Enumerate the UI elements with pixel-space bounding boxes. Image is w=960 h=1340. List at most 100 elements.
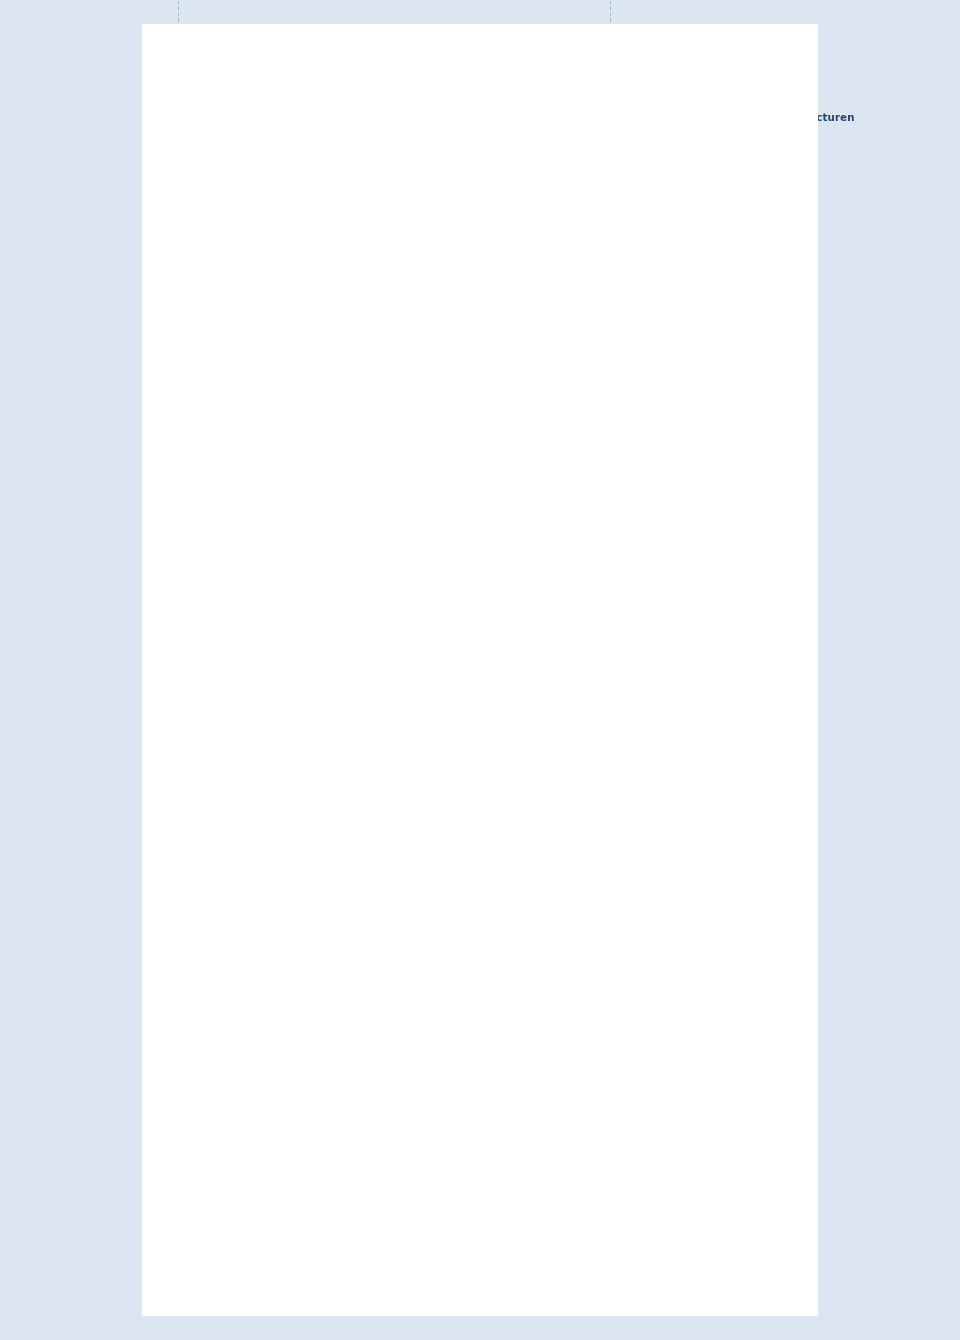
Text: deposito’s die we als vertrekpunt namen, komt de: deposito’s die we als vertrekpunt namen,… xyxy=(142,641,393,651)
Text: 0.47: 0.47 xyxy=(734,234,757,245)
Text: Standaarddeviatie
réële yield-
veranderingen: Standaarddeviatie réële yield- veranderi… xyxy=(456,151,544,182)
Text: van een traditionele portefeuille in, maar lang niet zo: van een traditionele portefeuille in, ma… xyxy=(142,740,410,750)
Text: de mate van suboptimaliteit, in termen van het extra: de mate van suboptimaliteit, in termen v… xyxy=(487,740,753,750)
Text: Zakelijke waarden risico: Zakelijke waarden risico xyxy=(632,832,749,843)
Text: bieden voor inflatierisico, dat een essentieel element: bieden voor inflatierisico, dat een esse… xyxy=(142,582,409,591)
Text: 17: 17 xyxy=(472,1286,488,1298)
Text: van een σreal / σnom verhouding van 0.6 en een corre-: van een σreal / σnom verhouding van 0.6 … xyxy=(142,442,419,452)
Text: 5/1998 – 7/2004: 5/1998 – 7/2004 xyxy=(369,311,453,322)
Text: Ervan uitgaande dat de oorspronkelijk veronderstel-: Ervan uitgaande dat de oorspronkelijk ve… xyxy=(142,382,402,391)
Text: ongeveer halve matching optimaal is uitgaande van: ongeveer halve matching optimaal is uitg… xyxy=(487,600,748,611)
Text: maal vanuit het oogpunt van de solvabiliteitstoets,: maal vanuit het oogpunt van de solvabili… xyxy=(487,661,741,670)
Text: ge matching van het nominale renterisico is opti-: ge matching van het nominale renterisico… xyxy=(487,641,733,651)
Text: 0.53%: 0.53% xyxy=(561,360,594,371)
Text: ging kan in principe zelfs zonder swap overlay, dus: ging kan in principe zelfs zonder swap o… xyxy=(487,402,742,411)
Text: 3/1997 – 7/2004: 3/1997 – 7/2004 xyxy=(369,287,453,296)
Text: plichtingen en 18% kas. Dit houdt nog steeds een: plichtingen en 18% kas. Dit houdt nog st… xyxy=(142,701,392,710)
Text: lende maten van durationverlenging. Aanvullende: lende maten van durationverlenging. Aanv… xyxy=(487,501,739,512)
Text: Standaarddeviatie
nominale yield-
veranderingen: Standaarddeviatie nominale yield- verand… xyxy=(561,151,649,182)
Text: Renterisico (nominaal): Renterisico (nominaal) xyxy=(632,878,742,887)
Text: 0.54%: 0.54% xyxy=(456,234,490,245)
Text: 10-jaars: 10-jaars xyxy=(291,336,333,346)
Text: plichtingen als uitgangspunt. Deze durationverlen-: plichtingen als uitgangspunt. Deze durat… xyxy=(487,382,741,391)
Text: het feit dat nominale obligaties geen perfecte hedge: het feit dat nominale obligaties geen pe… xyxy=(142,561,406,571)
Text: 0.62: 0.62 xyxy=(669,260,692,271)
Text: journaal: journaal xyxy=(168,75,225,88)
Text: 15-jaars: 15-jaars xyxy=(291,234,333,245)
Text: In combinatie met de 40% zakelijke waarden en 60%: In combinatie met de 40% zakelijke waard… xyxy=(142,620,407,631)
Text: vba: vba xyxy=(168,24,242,58)
Text: 2/2000 – 7/2004: 2/2000 – 7/2004 xyxy=(369,360,453,371)
Text: 0.48%: 0.48% xyxy=(456,336,490,346)
Text: verplichtingen die het pensioenfonds in het alge-: verplichtingen die het pensioenfonds in … xyxy=(487,701,733,710)
Text: met een reële dekkingsgraad van 85%, en uitgaande: met een reële dekkingsgraad van 85%, en … xyxy=(142,422,408,431)
Text: 0.71: 0.71 xyxy=(669,336,692,346)
Text: Markt: Markt xyxy=(146,151,173,159)
Text: 0.59: 0.59 xyxy=(669,234,692,245)
Text: Groot-Brittannië: Groot-Brittannië xyxy=(146,234,229,245)
Text: 0.74: 0.74 xyxy=(734,287,757,296)
Text: maals dat volledige matching optimaal is uitgaande: maals dat volledige matching optimaal is… xyxy=(487,561,747,571)
Text: 30-jaars: 30-jaars xyxy=(291,360,333,371)
Text: nale verplichtingen. Deze afname valt te verklaren uit: nale verplichtingen. Deze afname valt te… xyxy=(142,541,413,551)
Text: nr. 1, voorjaar 2005: nr. 1, voorjaar 2005 xyxy=(274,75,411,88)
Text: 0.71: 0.71 xyxy=(669,360,692,371)
Text: nieuwe portefeuille uit op 40% zakelijke waarden,: nieuwe portefeuille uit op 40% zakelijke… xyxy=(142,661,391,670)
Text: 0.91%: 0.91% xyxy=(561,234,594,245)
Text: sterk als we eerder vonden met de nominale ver-: sterk als we eerder vonden met de nomina… xyxy=(142,760,389,770)
Text: met uitsluitend fysieke obligaties, worden bereikt.: met uitsluitend fysieke obligaties, word… xyxy=(487,422,737,431)
Bar xyxy=(142,225,818,375)
Text: Frankrijk: Frankrijk xyxy=(146,336,191,346)
Text: 0.78%: 0.78% xyxy=(561,311,594,322)
Text: 0.62: 0.62 xyxy=(669,287,692,296)
Text: 30-jaars: 30-jaars xyxy=(291,311,333,322)
Text: Looptijd: Looptijd xyxy=(291,151,328,159)
Text: maar suboptimaal vanuit het oogpunt van de reële: maar suboptimaal vanuit het oogpunt van … xyxy=(487,681,741,690)
Text: 10-jaars: 10-jaars xyxy=(291,287,333,296)
Text: latie ρnom,real van eveneens 0.6, volgt dat de optimale: latie ρnom,real van eveneens 0.6, volgt … xyxy=(142,461,422,472)
Text: de reële verplichtingen. Met andere woorden, volledi-: de reële verplichtingen. Met andere woor… xyxy=(487,620,755,631)
Text: 0.53: 0.53 xyxy=(734,360,757,371)
Text: Verenigde Staten: Verenigde Staten xyxy=(146,311,235,322)
Text: parameterveronderstellingen hierbij zijn: σzw = 20%,: parameterveronderstellingen hierbij zijn… xyxy=(487,521,754,531)
X-axis label: Exposure in portefeuille naar nominale verplichting
(= 80% van waarde belegginge: Exposure in portefeuille naar nominale v… xyxy=(253,1237,505,1258)
Text: Correlatie: Correlatie xyxy=(734,151,781,159)
Text: meen daadwerkelijk nastreeft. Daarbij geldt wel dat: meen daadwerkelijk nastreeft. Daarbij ge… xyxy=(487,720,747,730)
Text: 0.62%: 0.62% xyxy=(456,287,490,296)
Text: Verhouding: Verhouding xyxy=(669,151,724,159)
Text: Totaal risico (reël): Totaal risico (reël) xyxy=(632,1010,718,1021)
Text: vormt van de reële verplichtingen.: vormt van de reële verplichtingen. xyxy=(142,600,315,611)
Y-axis label: Bijdrage aan surplusvolatiliteit: Bijdrage aan surplusvolatiliteit xyxy=(146,941,156,1089)
Text: opzichte van het optimale niveau van 80% bij nomi-: opzichte van het optimale niveau van 80%… xyxy=(142,521,402,531)
Text: van de nominale verplichtingen, maar dat slechts: van de nominale verplichtingen, maar dat… xyxy=(487,582,735,591)
Text: Periode: Periode xyxy=(369,151,404,159)
Text: Groot-Brittannië: Groot-Brittannië xyxy=(146,260,229,271)
Text: gen 42% bedraagt. Dit is bijna een halvering ten: gen 42% bedraagt. Dit is bijna een halve… xyxy=(142,501,386,512)
Text: 1.00%: 1.00% xyxy=(561,287,594,296)
Text: Renterisico (reël): Renterisico (reël) xyxy=(632,966,715,976)
Text: 0.63: 0.63 xyxy=(734,260,757,271)
Text: Frankrijk: Frankrijk xyxy=(146,360,191,371)
Text: swapweging met betrekking tot de reële verplichten-: swapweging met betrekking tot de reële v… xyxy=(142,481,407,492)
Text: σnom = 10%, σreal = 6%. De figuur illustreert nog-: σnom = 10%, σreal = 6%. De figuur illust… xyxy=(487,541,743,551)
Text: substantiële verhoging van de duration ten opzichte: substantiële verhoging van de duration … xyxy=(142,720,404,730)
Text: Verenigde Staten: Verenigde Staten xyxy=(146,287,235,296)
Bar xyxy=(142,147,818,225)
Text: 0.68%: 0.68% xyxy=(561,260,594,271)
Text: 0.68%: 0.68% xyxy=(561,336,594,346)
Text: de nominale dekkingsgraad van 125% equivalent is: de nominale dekkingsgraad van 125% equiv… xyxy=(142,402,401,411)
Text: zakelijke waarden risico en renterisico, bij verschil-: zakelijke waarden risico en renterisico,… xyxy=(487,481,741,492)
Text: 8/1994 – 7/2004: 8/1994 – 7/2004 xyxy=(369,260,453,271)
Text: Totaal risico (nominaal): Totaal risico (nominaal) xyxy=(632,922,745,931)
Text: 1/1985 – 7/2004: 1/1985 – 7/2004 xyxy=(369,234,453,245)
Text: 0.71: 0.71 xyxy=(669,311,692,322)
Text: 11/1998 – 7/2004: 11/1998 – 7/2004 xyxy=(369,336,460,346)
Text: 0.76: 0.76 xyxy=(734,311,757,322)
Text: 15-jaars: 15-jaars xyxy=(291,260,333,271)
Text: 0.38%: 0.38% xyxy=(456,360,490,371)
Text: 0.55%: 0.55% xyxy=(456,311,490,322)
Text: Figuur 1 toont het surplusrisico, opgesplitst naar: Figuur 1 toont het surplusrisico, opgesp… xyxy=(487,461,730,472)
Text: Figuur 1: Risico bij korte horizon: Figuur 1: Risico bij korte horizon xyxy=(142,788,321,799)
Text: risico, beperkt is. Omgekeerd geldt echter ook dat: risico, beperkt is. Omgekeerd geldt echt… xyxy=(487,760,738,770)
Text: Tabel 3: Bronnen: Bloomberg (Verenigde Staten en Frankrijk) en door Bank of Engl: Tabel 3: Bronnen: Bloomberg (Verenigde S… xyxy=(142,113,854,122)
